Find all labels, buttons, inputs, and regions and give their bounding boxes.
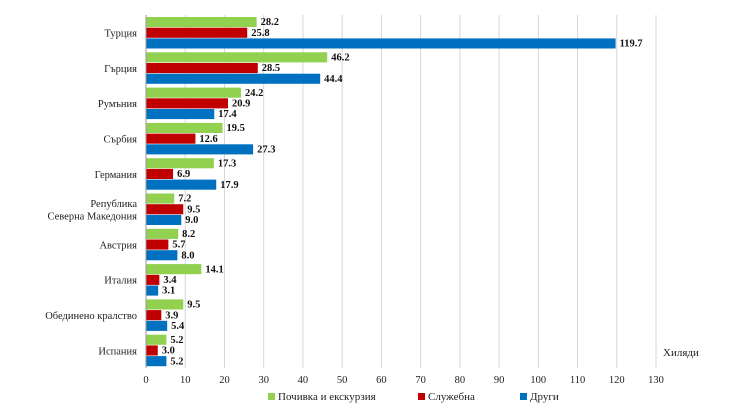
data-label: 28.2 (261, 17, 279, 28)
data-label: 5.4 (171, 321, 185, 332)
bar (146, 122, 223, 133)
category-label: Турция (105, 29, 138, 40)
bar (146, 250, 178, 261)
bar (146, 239, 169, 250)
data-label: 8.0 (181, 250, 194, 261)
data-label: 9.0 (185, 215, 198, 226)
bar (146, 274, 160, 285)
category-label: Сърбия (104, 134, 138, 145)
data-label: 3.4 (163, 275, 177, 286)
data-label: 5.2 (170, 356, 183, 367)
bar (146, 27, 248, 38)
x-tick-label: 80 (455, 375, 466, 386)
legend-label: Почивка и екскурзия (278, 391, 376, 403)
bar (146, 214, 182, 225)
x-tick-label: 40 (298, 375, 309, 386)
x-tick-label: 60 (376, 375, 387, 386)
data-label: 44.4 (324, 74, 343, 85)
category-label: Италия (104, 276, 137, 287)
data-label: 9.5 (187, 204, 200, 215)
x-tick-label: 30 (258, 375, 269, 386)
x-tick-label: 110 (570, 375, 585, 386)
category-labels: Турция Гърция Румъния Сърбия Германия Републи… (45, 29, 137, 358)
category-label: Гърция (104, 64, 137, 75)
data-label: 7.2 (178, 194, 191, 205)
category-label: Германия (95, 170, 137, 181)
bar (146, 179, 217, 190)
legend-swatch (418, 393, 425, 400)
legend-swatch (520, 393, 527, 400)
bar (146, 144, 254, 155)
data-label: 20.9 (232, 99, 250, 110)
axis-unit-label: Хиляди (663, 347, 699, 359)
x-tick-label: 120 (609, 375, 625, 386)
data-label: 46.2 (331, 53, 349, 64)
data-label: 8.2 (182, 229, 195, 240)
bar (146, 285, 159, 296)
data-label: 27.3 (257, 145, 275, 156)
data-labels: 28.225.8 119.7 46.2 28.5 44.4 24.220.917.4 19.… (162, 17, 643, 367)
data-label: 5.2 (170, 335, 183, 346)
x-tick-label: 10 (180, 375, 191, 386)
data-label: 3.1 (162, 286, 175, 297)
data-label: 17.3 (218, 158, 236, 169)
x-tick-label: 20 (219, 375, 230, 386)
x-tick-label: 100 (530, 375, 546, 386)
category-label: Испания (98, 346, 137, 357)
data-label: 14.1 (205, 264, 223, 275)
data-label: 19.5 (227, 123, 245, 134)
data-label: 17.9 (220, 180, 238, 191)
legend-label: Служебна (428, 391, 475, 403)
x-axis-ticks: 0 10 20 30 40 50 60 70 80 90 100 110 120 130 (143, 375, 664, 386)
x-tick-label: 70 (415, 375, 426, 386)
data-label: 25.8 (251, 28, 269, 39)
bar (146, 299, 184, 310)
bars (146, 17, 616, 367)
category-label: Северна Македония (47, 211, 137, 222)
data-label: 28.5 (262, 63, 280, 74)
bar (146, 310, 162, 321)
x-tick-label: 130 (648, 375, 664, 386)
data-label: 5.7 (172, 240, 185, 251)
legend-swatch (268, 393, 275, 400)
bar (146, 73, 321, 84)
bar (146, 204, 184, 215)
data-label: 17.4 (218, 109, 237, 120)
bar (146, 133, 196, 144)
bar (146, 228, 179, 239)
data-label: 3.9 (165, 310, 178, 321)
bar (146, 109, 215, 120)
category-label: Австрия (99, 240, 137, 251)
data-label: 9.5 (187, 300, 200, 311)
bar (146, 158, 214, 169)
legend: Почивка и екскурзия Служебна Други (268, 391, 559, 403)
category-label: Република (90, 199, 137, 210)
bar (146, 356, 167, 367)
bar (146, 334, 167, 345)
bar (146, 264, 202, 275)
bar (146, 168, 174, 179)
bar (146, 17, 257, 28)
bar (146, 320, 168, 331)
bar (146, 345, 158, 356)
bar (146, 38, 616, 49)
data-label: 3.0 (162, 346, 175, 357)
x-tick-label: 0 (143, 375, 148, 386)
data-label: 12.6 (199, 134, 217, 145)
x-tick-label: 90 (494, 375, 505, 386)
bar (146, 193, 175, 204)
category-label: Обединено кралство (45, 311, 137, 322)
bar (146, 98, 228, 109)
x-tick-label: 50 (337, 375, 348, 386)
data-label: 24.2 (245, 88, 263, 99)
bar (146, 87, 241, 98)
legend-label: Други (530, 391, 559, 403)
data-label: 6.9 (177, 169, 190, 180)
category-label: Румъния (98, 99, 137, 110)
data-label: 119.7 (620, 39, 643, 50)
bar (146, 63, 258, 74)
bar (146, 52, 328, 63)
